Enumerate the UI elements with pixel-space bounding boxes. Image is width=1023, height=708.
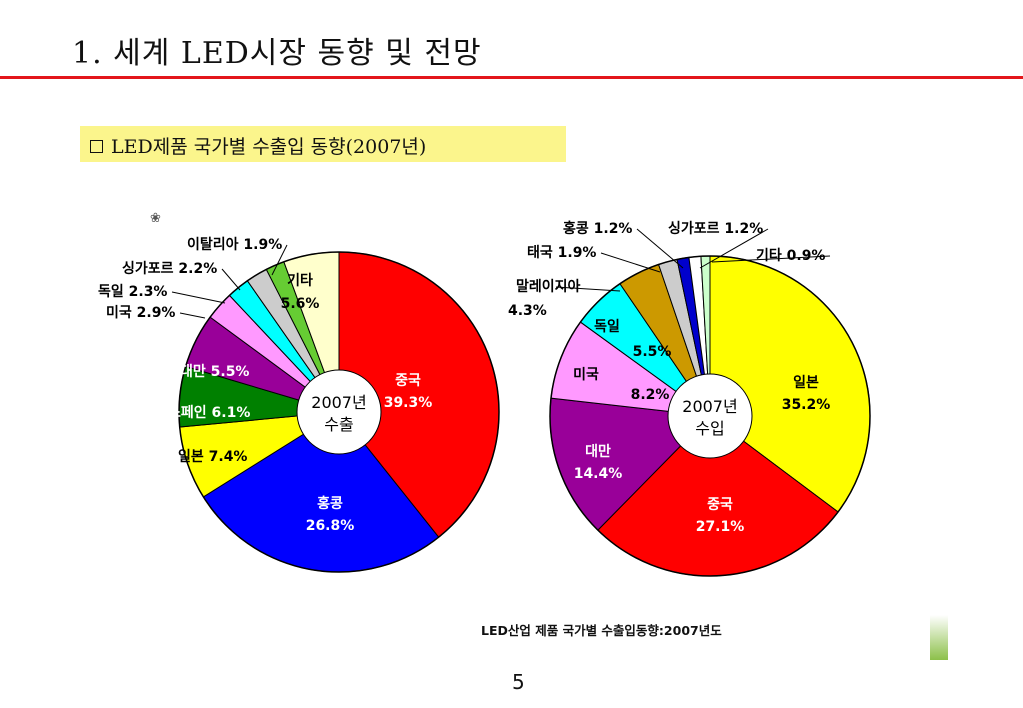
pie-center-year-1: 2007년	[682, 397, 737, 416]
slice-value-1-5: 4.3%	[508, 303, 547, 319]
slice-name-1-0: 일본	[793, 375, 819, 391]
slice-name-1-4: 독일	[594, 319, 620, 335]
slice-name-1-1: 중국	[707, 497, 733, 513]
leader-line-1-9	[711, 255, 831, 263]
slice-label-1-8: 싱가포르 1.2%	[668, 221, 763, 237]
slice-label-0-4: 대만 5.5%	[180, 364, 249, 380]
leader-line-1-5	[555, 286, 621, 292]
pie-outline-0	[178, 251, 500, 573]
slice-label-1-6: 태국 1.9%	[527, 245, 596, 261]
leader-line-0-6	[171, 291, 226, 304]
small-mark-icon: ❀	[150, 211, 161, 226]
pie-center-1	[667, 373, 753, 459]
slice-label-0-6: 독일 2.3%	[98, 284, 167, 300]
slice-value-1-2: 14.4%	[574, 466, 623, 482]
leader-line-1-8	[699, 228, 769, 269]
slice-label-0-7: 싱가포르 2.2%	[122, 261, 217, 277]
slice-label-0-2: 일본 7.4%	[178, 449, 247, 465]
slice-value-1-1: 27.1%	[696, 519, 745, 535]
slice-name-1-3: 미국	[573, 367, 599, 383]
square-bullet-icon	[90, 140, 103, 153]
slice-value-1-3: 8.2%	[631, 387, 670, 403]
slice-value-0-1: 26.8%	[306, 518, 355, 534]
page-number: 5	[512, 670, 525, 694]
pie-outline-1	[549, 255, 871, 577]
slice-label-0-3: 스페인 6.1%	[168, 404, 250, 421]
subtitle: LED제품 국가별 수출입 동향(2007년)	[90, 132, 426, 159]
slice-label-0-5: 미국 2.9%	[106, 305, 175, 321]
leader-line-0-8	[271, 244, 288, 276]
slice-name-1-2: 대만	[585, 444, 611, 460]
slice-name-0-9: 기타	[287, 273, 313, 289]
decorative-gradient	[930, 615, 948, 660]
slice-label-0-8: 이탈리아 1.9%	[187, 236, 282, 253]
slice-name-1-5: 말레이지아	[516, 278, 581, 295]
title-underline	[0, 76, 1023, 79]
pie-center-0	[296, 369, 382, 455]
leader-line-1-6	[600, 252, 661, 273]
slice-label-1-9: 기타 0.9%	[756, 248, 825, 264]
leader-line-0-7	[221, 268, 241, 291]
slice-value-0-0: 39.3%	[384, 395, 433, 411]
subtitle-text: LED제품 국가별 수출입 동향(2007년)	[111, 136, 427, 158]
slice-value-1-0: 35.2%	[782, 397, 831, 413]
slice-value-0-9: 5.6%	[281, 296, 320, 312]
pie-center-type-0: 수출	[324, 415, 353, 434]
page-title: 1. 세계 LED시장 동향 및 전망	[72, 36, 482, 71]
slice-label-1-7: 홍콩 1.2%	[563, 220, 632, 237]
slice-name-0-1: 홍콩	[317, 495, 343, 512]
leader-line-1-7	[636, 228, 684, 269]
chart-caption: LED산업 제품 국가별 수출입동향:2007년도	[481, 623, 722, 638]
pie-center-type-1: 수입	[695, 419, 724, 438]
subtitle-box: LED제품 국가별 수출입 동향(2007년)	[80, 126, 566, 162]
leader-line-0-5	[179, 312, 206, 319]
pie-center-year-0: 2007년	[311, 393, 366, 412]
slice-name-0-0: 중국	[395, 373, 421, 389]
slice-value-1-4: 5.5%	[633, 344, 672, 360]
